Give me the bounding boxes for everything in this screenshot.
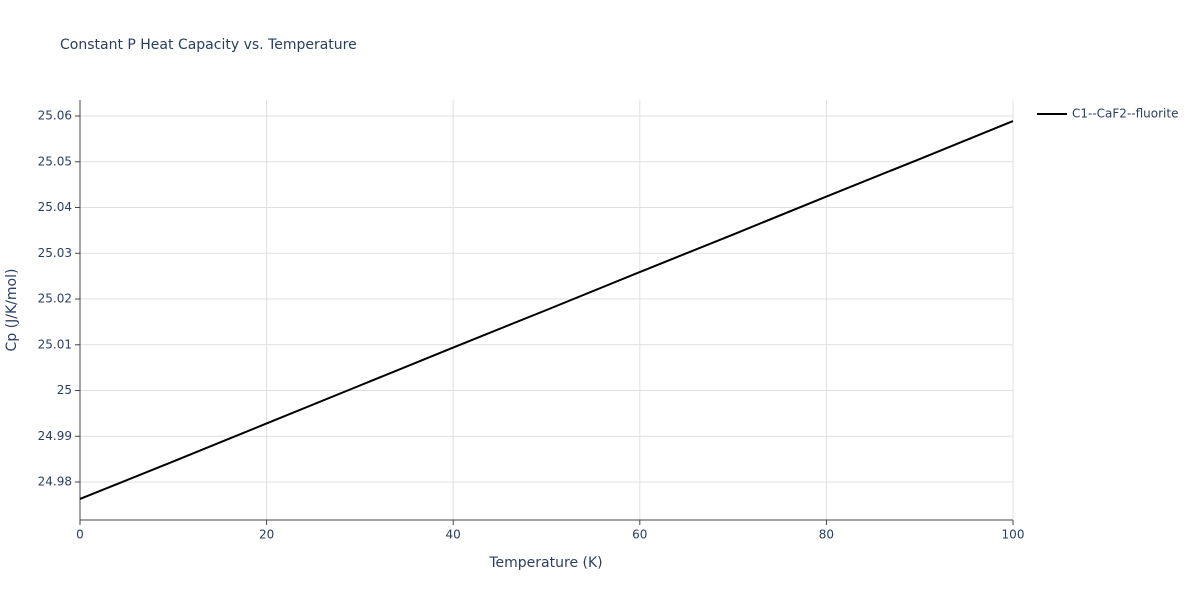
x-tick-label: 80 [819,528,834,542]
y-tick-label: 25 [57,383,72,397]
y-axis-title: Cp (J/K/mol) [4,269,20,352]
y-tick-label: 25.02 [38,292,72,306]
x-tick-label: 60 [632,528,647,542]
y-tick-label: 25.04 [38,200,72,214]
x-tick-label: 20 [259,528,274,542]
x-tick-label: 0 [76,528,84,542]
chart-title: Constant P Heat Capacity vs. Temperature [60,37,357,53]
y-tick-label: 24.98 [38,475,72,489]
y-tick-label: 25.05 [38,154,72,168]
y-tick-label: 24.99 [38,429,72,443]
legend-label: C1--CaF2--fluorite [1072,107,1178,121]
y-tick-label: 25.06 [38,109,72,123]
y-tick-label: 25.01 [38,337,72,351]
y-tick-label: 25.03 [38,246,72,260]
x-axis-title: Temperature (K) [488,555,602,571]
x-tick-label: 40 [446,528,461,542]
x-tick-label: 100 [1002,528,1025,542]
data-line [79,120,1014,500]
